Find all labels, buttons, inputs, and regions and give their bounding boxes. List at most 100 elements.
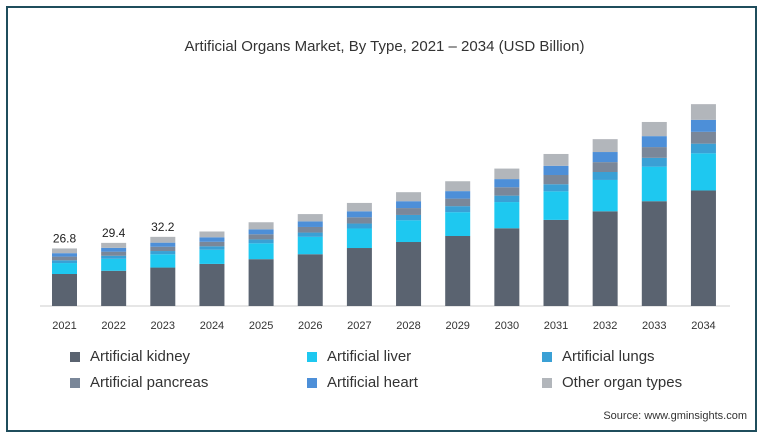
total-labels: 26.8 29.4 32.2 — [53, 220, 175, 246]
x-tick-label-2033: 2033 — [642, 320, 666, 332]
bar-segment-artificial-kidney-2025 — [248, 259, 274, 306]
bar-segment-artificial-pancreas-2022 — [101, 251, 127, 256]
legend-item-artificial-pancreas: Artificial pancreas — [70, 374, 208, 391]
bar-segment-artificial-heart-2034 — [690, 119, 716, 132]
legend-label: Artificial heart — [327, 374, 418, 391]
bar-segment-artificial-heart-2026 — [297, 221, 323, 227]
bar-segment-other-organ-types-2028 — [396, 192, 422, 202]
legend-swatch — [307, 377, 317, 388]
bar-segment-artificial-lungs-2025 — [248, 239, 274, 244]
x-tick-label-2029: 2029 — [445, 320, 469, 332]
x-tick-label-2032: 2032 — [593, 320, 617, 332]
bar-segment-artificial-heart-2025 — [248, 229, 274, 235]
bar-segment-artificial-heart-2031 — [543, 165, 569, 176]
bar-segment-artificial-lungs-2033 — [641, 157, 667, 167]
bar-segment-other-organ-types-2030 — [494, 168, 520, 180]
bar-segment-artificial-kidney-2032 — [592, 211, 618, 306]
bar-segment-artificial-lungs-2021 — [52, 260, 77, 264]
bar-segment-artificial-liver-2030 — [494, 202, 520, 229]
bar-segment-artificial-kidney-2026 — [297, 254, 323, 306]
bar-segment-artificial-liver-2021 — [52, 263, 77, 274]
x-tick-label-2023: 2023 — [151, 320, 175, 332]
bar-segment-artificial-pancreas-2029 — [445, 198, 471, 207]
legend-item-artificial-heart: Artificial heart — [307, 374, 418, 391]
bar-segment-artificial-pancreas-2026 — [297, 226, 323, 233]
bar-segment-artificial-liver-2029 — [445, 212, 471, 236]
bar-segment-artificial-heart-2030 — [494, 179, 520, 188]
bar-segment-artificial-lungs-2028 — [396, 214, 422, 221]
bar-segment-artificial-kidney-2033 — [641, 201, 667, 306]
bar-segment-artificial-kidney-2030 — [494, 228, 520, 306]
bar-segment-artificial-pancreas-2025 — [248, 234, 274, 240]
bar-segment-other-organ-types-2023 — [150, 236, 176, 243]
total-label-2023: 32.2 — [151, 220, 175, 234]
bar-segment-artificial-kidney-2034 — [690, 190, 716, 306]
bar-segment-artificial-lungs-2034 — [690, 143, 716, 154]
legend-swatch — [542, 351, 552, 362]
legend-item-other-organ-types: Other organ types — [542, 374, 682, 391]
bar-segment-artificial-liver-2028 — [396, 220, 422, 243]
bar-segment-artificial-pancreas-2031 — [543, 175, 569, 185]
total-label-2021: 26.8 — [53, 231, 77, 245]
legend-swatch — [307, 351, 317, 362]
bar-segment-artificial-kidney-2024 — [199, 263, 225, 306]
x-tick-labels: 2021 2022 2023 2024 2025 2026 2027 2028 2029 2030… — [52, 320, 715, 332]
bar-segment-artificial-heart-2028 — [396, 201, 422, 209]
bar-segment-artificial-kidney-2027 — [346, 248, 372, 306]
x-tick-label-2028: 2028 — [396, 320, 420, 332]
bar-segment-other-organ-types-2027 — [346, 202, 372, 212]
bar-segment-artificial-liver-2031 — [543, 191, 569, 220]
bar-segment-artificial-heart-2021 — [52, 253, 77, 257]
bar-segment-artificial-heart-2024 — [199, 237, 225, 242]
bar-segment-other-organ-types-2034 — [690, 104, 716, 120]
legend-item-artificial-kidney: Artificial kidney — [70, 348, 190, 365]
legend: Artificial kidney Artificial liver Artific… — [70, 348, 710, 400]
bar-segment-other-organ-types-2022 — [101, 242, 127, 248]
bar-segment-artificial-kidney-2021 — [52, 274, 77, 306]
bar-segment-other-organ-types-2021 — [52, 248, 77, 254]
x-tick-label-2026: 2026 — [298, 320, 322, 332]
legend-swatch — [542, 377, 552, 388]
legend-item-artificial-liver: Artificial liver — [307, 348, 411, 365]
x-tick-label-2024: 2024 — [200, 320, 224, 332]
legend-label: Artificial liver — [327, 348, 412, 365]
total-label-2022: 29.4 — [102, 226, 126, 240]
x-tick-label-2034: 2034 — [691, 320, 715, 332]
bar-segment-other-organ-types-2032 — [592, 139, 618, 153]
bar-segment-artificial-lungs-2024 — [199, 246, 225, 250]
bar-segment-artificial-kidney-2028 — [396, 242, 422, 306]
bar-segment-artificial-heart-2033 — [641, 136, 667, 148]
x-tick-label-2022: 2022 — [101, 320, 125, 332]
bar-segment-artificial-liver-2034 — [690, 153, 716, 191]
x-tick-label-2025: 2025 — [249, 320, 273, 332]
bar-segment-artificial-heart-2029 — [445, 191, 471, 199]
bar-segment-artificial-lungs-2032 — [592, 172, 618, 180]
bar-segment-artificial-heart-2032 — [592, 152, 618, 163]
bar-segment-artificial-heart-2027 — [346, 211, 372, 218]
bar-segment-artificial-pancreas-2033 — [641, 147, 667, 158]
bar-segment-artificial-lungs-2029 — [445, 206, 471, 213]
bar-segment-artificial-lungs-2030 — [494, 195, 520, 203]
source-note: Source: www.gminsights.com — [603, 410, 747, 422]
bar-segment-other-organ-types-2033 — [641, 121, 667, 137]
bar-segment-other-organ-types-2029 — [445, 181, 471, 192]
bar-segment-artificial-pancreas-2023 — [150, 246, 176, 252]
bar-segment-other-organ-types-2025 — [248, 222, 274, 230]
legend-swatch — [70, 377, 80, 388]
bar-segment-artificial-kidney-2029 — [445, 236, 471, 306]
bar-segment-artificial-liver-2024 — [199, 249, 225, 264]
bar-segment-artificial-lungs-2026 — [297, 232, 323, 237]
x-tick-label-2021: 2021 — [52, 320, 76, 332]
bar-segment-artificial-kidney-2023 — [150, 267, 176, 306]
chart-frame — [6, 6, 757, 432]
bar-segment-artificial-liver-2027 — [346, 228, 372, 249]
bar-segment-artificial-lungs-2031 — [543, 184, 569, 192]
bar-segment-artificial-pancreas-2030 — [494, 187, 520, 196]
bar-segment-artificial-pancreas-2028 — [396, 208, 422, 215]
legend-label: Other organ types — [562, 374, 683, 391]
bar-segment-artificial-liver-2022 — [101, 258, 127, 271]
bar-segment-artificial-kidney-2022 — [101, 270, 127, 306]
bar-segment-artificial-liver-2033 — [641, 166, 667, 202]
bar-segment-artificial-liver-2032 — [592, 179, 618, 212]
x-tick-label-2030: 2030 — [495, 320, 519, 332]
